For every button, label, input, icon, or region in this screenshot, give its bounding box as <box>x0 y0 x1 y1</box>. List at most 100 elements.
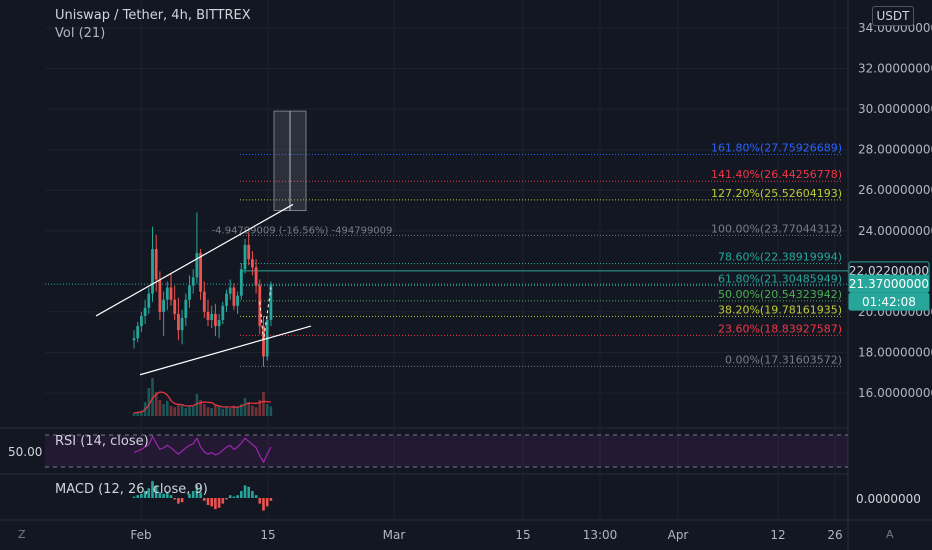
volume-bar <box>188 405 191 416</box>
candles <box>132 212 273 367</box>
fib-level-label: 100.00%(23.77044312) <box>711 222 842 235</box>
volume-bar <box>254 407 258 416</box>
macd-histogram-bar <box>247 486 250 498</box>
volume-bar <box>184 408 188 416</box>
volume-bar <box>154 392 158 416</box>
macd-histogram-bar <box>191 491 195 498</box>
macd-histogram-bar <box>203 498 206 501</box>
price-tick-label: 30.00000000 <box>858 102 932 116</box>
channel-lower-line <box>139 325 312 376</box>
candle-body <box>239 269 243 296</box>
time-tick-label: 26 <box>827 528 842 542</box>
candle-body <box>184 299 188 318</box>
macd-histogram-bar <box>162 493 165 498</box>
fibonacci-levels[interactable]: 161.80%(27.75926689) 141.40%(26.44256778)… <box>45 142 848 367</box>
macd-histogram-bar <box>228 495 232 498</box>
currency-selector[interactable]: USDT <box>872 6 914 26</box>
candle-body <box>169 287 173 300</box>
candle-body <box>191 277 195 286</box>
fib-level-label: 61.80%(21.30485949) <box>718 272 842 285</box>
fib-level-label: 23.60%(18.83927587) <box>718 322 842 335</box>
price-tick-label: 18.00000000 <box>858 345 932 359</box>
price-tick-label: 26.00000000 <box>858 183 932 197</box>
candle-body <box>254 267 258 286</box>
macd-histogram-bar <box>251 491 254 498</box>
macd-histogram-bar <box>173 498 176 500</box>
candle-body <box>180 317 184 331</box>
macd-histogram-bar <box>195 485 199 498</box>
volume-bar <box>236 406 239 416</box>
candle-body <box>251 259 254 268</box>
macd-histogram-bar <box>217 498 221 508</box>
volume-bar <box>232 405 236 416</box>
volume-bar <box>158 400 162 416</box>
price-tick-label: 32.00000000 <box>858 62 932 76</box>
candle-body <box>140 315 143 327</box>
fib-level-label: 161.80%(27.75926689) <box>711 142 842 155</box>
zoom-icon[interactable]: Z <box>18 528 26 541</box>
candle-body <box>221 305 225 320</box>
fib-level-label: 0.00%(17.31603572) <box>725 353 842 366</box>
price-axis[interactable]: 34.0000000032.0000000030.0000000028.0000… <box>858 21 932 400</box>
price-badge <box>848 274 930 293</box>
candle-body <box>188 285 191 300</box>
time-tick-label: 12 <box>770 528 785 542</box>
volume-bar <box>221 408 225 416</box>
macd-histogram-bar <box>154 485 158 498</box>
volume-bar <box>132 412 136 416</box>
price-tick-label: 24.00000000 <box>858 224 932 238</box>
volume-bar <box>214 404 217 416</box>
macd-histogram-bar <box>169 495 173 498</box>
candle-body <box>162 299 165 312</box>
macd-histogram-bar <box>258 498 262 504</box>
fib-level-label: 78.60%(22.38919994) <box>718 250 842 263</box>
rsi-line <box>133 435 272 464</box>
volume-label: Vol (21) <box>55 26 106 41</box>
volume-bar <box>225 407 228 416</box>
auto-scale-icon[interactable]: A <box>886 528 894 541</box>
fib-level-label: 38.20%(19.78161935) <box>718 303 842 316</box>
projection-path <box>259 287 272 341</box>
macd-histogram-bar <box>177 498 180 504</box>
trend-channel[interactable] <box>95 203 312 376</box>
time-tick-label: 15 <box>260 528 275 542</box>
macd-histogram-bar <box>158 492 162 498</box>
time-tick-label: 15 <box>515 528 530 542</box>
volume-bar <box>217 406 221 416</box>
macd-histogram-bar <box>136 495 139 498</box>
volume-bar <box>247 402 250 416</box>
time-axis[interactable]: Feb 15 Mar 15 13:00 Apr 12 26 <box>130 528 842 542</box>
candle-body <box>232 287 236 306</box>
volume-bar <box>206 407 210 416</box>
volume-bar <box>162 404 165 416</box>
macd-zero-label: 0.0000000 <box>856 492 921 506</box>
measure-box[interactable]: -4.94799009 (-16.56%) -494799009 <box>212 110 393 236</box>
macd-label: MACD (12, 26, close, 9) <box>55 482 208 497</box>
candle-body <box>236 295 239 306</box>
volume-bar <box>199 400 202 416</box>
volume-bar <box>269 406 273 416</box>
volume-bar <box>173 407 176 416</box>
macd-histogram-bar <box>206 498 210 505</box>
candle-body <box>132 338 136 341</box>
rsi-band <box>45 435 848 467</box>
volume-bar <box>228 408 232 416</box>
candle-body <box>173 299 177 314</box>
candle-body <box>199 253 202 292</box>
candle-body <box>247 244 251 260</box>
fib-level-label: 141.40%(26.44256778) <box>711 168 842 181</box>
macd-histogram-bar <box>188 493 191 498</box>
volume-bar <box>169 406 173 416</box>
volume-bar <box>262 392 265 416</box>
macd-histogram-bar <box>147 488 151 498</box>
candle-body <box>147 293 151 308</box>
volume-bar <box>251 405 254 416</box>
price-tick-label: 28.00000000 <box>858 143 932 157</box>
volume-bar <box>258 400 262 416</box>
volume-bar <box>191 406 195 416</box>
fib-level-label: 50.00%(20.54323942) <box>718 288 842 301</box>
volume-bar <box>136 412 139 416</box>
candle-body <box>202 291 206 312</box>
